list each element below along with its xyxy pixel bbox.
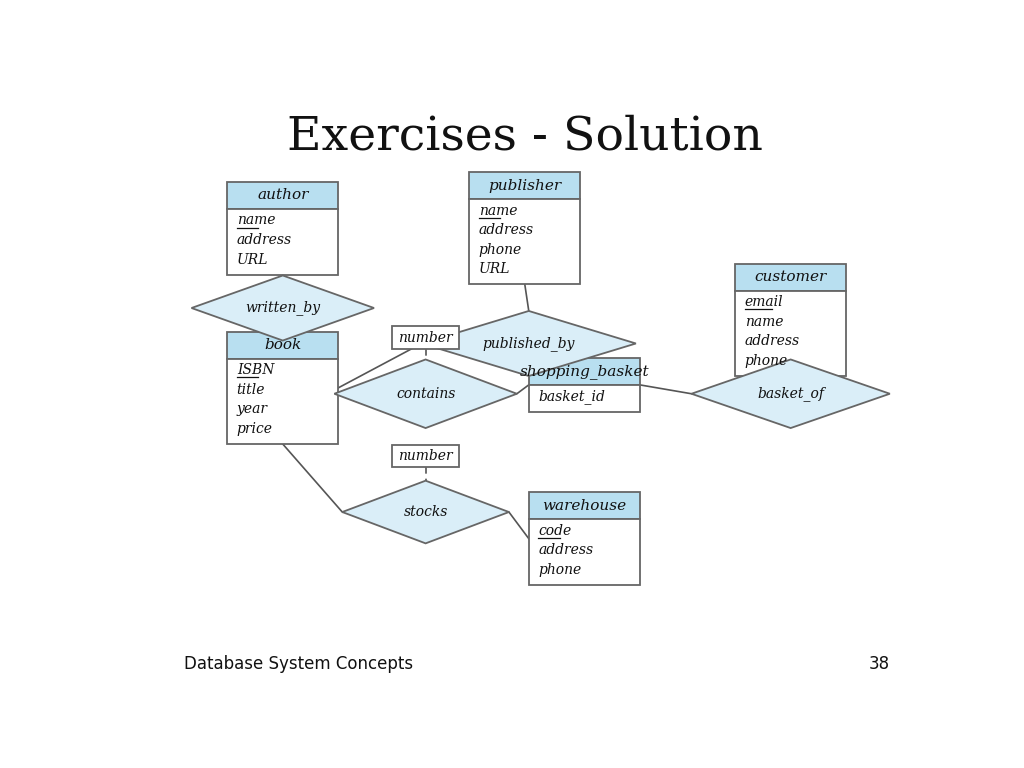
FancyBboxPatch shape (227, 209, 338, 275)
Polygon shape (691, 359, 890, 428)
Text: number: number (398, 330, 453, 345)
FancyBboxPatch shape (392, 326, 460, 349)
Text: name: name (744, 315, 783, 329)
Polygon shape (422, 311, 636, 376)
Text: price: price (237, 422, 272, 436)
FancyBboxPatch shape (227, 332, 338, 359)
Text: 38: 38 (868, 655, 890, 673)
Text: phone: phone (539, 563, 582, 577)
Text: stocks: stocks (403, 505, 447, 519)
Text: name: name (237, 214, 275, 227)
FancyBboxPatch shape (227, 182, 338, 209)
FancyBboxPatch shape (528, 492, 640, 519)
Text: phone: phone (744, 354, 787, 368)
Text: basket_of: basket_of (757, 386, 824, 401)
Text: code: code (539, 524, 571, 538)
Polygon shape (191, 276, 374, 340)
Text: shopping_basket: shopping_basket (519, 364, 649, 379)
FancyBboxPatch shape (735, 263, 846, 291)
FancyBboxPatch shape (469, 172, 581, 199)
Text: customer: customer (755, 270, 826, 284)
Text: warehouse: warehouse (543, 499, 627, 513)
Text: address: address (237, 233, 292, 247)
Text: phone: phone (479, 243, 522, 257)
Text: author: author (257, 188, 308, 202)
Text: name: name (479, 204, 517, 217)
Text: URL: URL (237, 253, 268, 266)
Text: URL: URL (479, 263, 510, 276)
Text: published_by: published_by (482, 336, 575, 351)
Text: title: title (237, 383, 265, 397)
Text: Database System Concepts: Database System Concepts (183, 655, 413, 673)
FancyBboxPatch shape (392, 445, 460, 467)
Text: address: address (539, 544, 594, 558)
Text: contains: contains (396, 387, 456, 401)
Text: email: email (744, 296, 783, 310)
Text: ISBN: ISBN (237, 363, 274, 377)
Text: publisher: publisher (488, 179, 561, 193)
FancyBboxPatch shape (227, 359, 338, 444)
Text: basket_id: basket_id (539, 389, 605, 404)
FancyBboxPatch shape (469, 199, 581, 284)
Text: written_by: written_by (245, 300, 321, 316)
Polygon shape (342, 481, 509, 544)
Text: address: address (744, 334, 800, 349)
FancyBboxPatch shape (528, 358, 640, 386)
Text: address: address (479, 223, 534, 237)
Polygon shape (334, 359, 517, 428)
FancyBboxPatch shape (528, 386, 640, 412)
FancyBboxPatch shape (528, 519, 640, 585)
FancyBboxPatch shape (735, 291, 846, 376)
Text: year: year (237, 402, 267, 416)
Text: number: number (398, 449, 453, 463)
Text: book: book (264, 338, 301, 353)
Text: Exercises - Solution: Exercises - Solution (287, 114, 763, 159)
